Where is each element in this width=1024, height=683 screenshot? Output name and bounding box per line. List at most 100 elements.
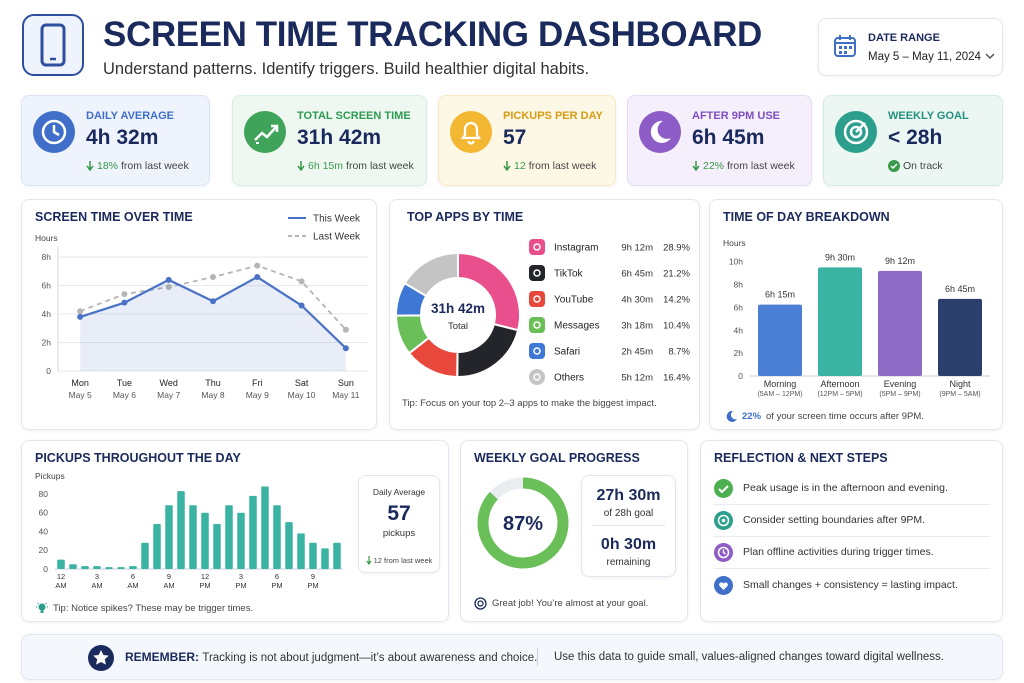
- y-tick-label: 20: [39, 545, 49, 555]
- progress-arc: [477, 477, 569, 569]
- page-subtitle: Understand patterns. Identify triggers. …: [103, 60, 590, 78]
- bar: [69, 564, 77, 569]
- kpi-status-text: On track: [903, 160, 943, 172]
- card-title: REFLECTION & NEXT STEPS: [714, 451, 888, 465]
- x-tick-label: 12 AM: [55, 572, 67, 590]
- value-label: 10.4%: [663, 321, 690, 332]
- card-title: WEEKLY GOAL PROGRESS: [474, 451, 640, 465]
- kpi-change: 22% from last week: [692, 160, 795, 172]
- bar: [225, 505, 233, 569]
- summary-change-text: 12 from last week: [373, 556, 433, 565]
- date-range-picker[interactable]: DATE RANGE May 5 – May 11, 2024: [818, 18, 1003, 76]
- calendar-icon: [834, 35, 856, 57]
- kpi-change-value: 12: [514, 160, 526, 172]
- y-tick-label: 0: [738, 371, 743, 381]
- star-icon: [88, 645, 114, 671]
- tip: Tip: Focus on your top 2–3 apps to make …: [402, 398, 657, 409]
- reflection-text: Plan offline activities during trigger t…: [743, 546, 934, 558]
- kpi-value: 31h 42m: [297, 126, 382, 149]
- legend-label: Safari: [554, 347, 580, 358]
- reflection-item: Small changes + consistency = lasting im…: [714, 569, 990, 601]
- value-label: 6h 15m: [765, 290, 795, 300]
- x-tick-label: Mon: [71, 378, 89, 388]
- bar: [285, 522, 293, 569]
- kpi-change-value: 18%: [97, 160, 119, 172]
- card-title: SCREEN TIME OVER TIME: [35, 210, 193, 224]
- bar: [273, 505, 281, 569]
- y-tick-label: 80: [39, 489, 49, 499]
- note: 22% of your screen time occurs after 9PM.: [726, 411, 924, 422]
- bar: [938, 298, 982, 376]
- point: [342, 345, 349, 352]
- legend-icon: [529, 369, 545, 385]
- point: [210, 274, 216, 281]
- bar: [153, 523, 161, 569]
- donut-slice: [403, 251, 459, 298]
- bar: [249, 495, 257, 569]
- moon-icon: [639, 111, 681, 153]
- legend-time: 9h 12m: [621, 243, 653, 254]
- kpi-label: AFTER 9PM USE: [692, 110, 781, 122]
- reflection-item: Consider setting boundaries after 9PM.: [714, 504, 990, 537]
- chart-canvas: 0 2h 4h 6h 8h Mon May 5 Tue May 6 Wed May 7 Thu May …: [42, 214, 368, 400]
- x-tick-label: Wed: [160, 378, 178, 388]
- chart-canvas: 0 2h 4h 6h 8h 10h 6h 15m 9h 30m 9h 12m 6h 45m: [729, 252, 990, 381]
- x-tick-sublabel: (9PM – 5AM): [939, 391, 981, 398]
- note-value: 22%: [742, 411, 762, 422]
- goal-remaining-note: remaining: [606, 557, 651, 568]
- legend-icon-glyph: [533, 321, 541, 329]
- bar: [129, 566, 137, 569]
- y-tick-label: 4h: [42, 309, 52, 319]
- legend-icon: [529, 343, 545, 359]
- time-of-day-card: TIME OF DAY BREAKDOWN Hours 22% of your s…: [709, 199, 1003, 430]
- legend-icon: [529, 265, 545, 281]
- point: [298, 278, 305, 285]
- legend-time: 5h 12m: [621, 373, 653, 384]
- y-tick-label: 8h: [42, 252, 52, 262]
- x-tick-label: 3 PM: [235, 572, 247, 590]
- kpi-card: PICKUPS PER DAY 57 12 from last week: [438, 95, 616, 186]
- x-tick-label: 6 AM: [127, 572, 139, 590]
- chart-icon: [244, 111, 286, 153]
- bar: [105, 567, 113, 569]
- x-tick-label: Sun: [338, 378, 354, 388]
- kpi-change-note: from last week: [528, 160, 597, 172]
- x-tick-sublabel: (12PM – 5PM): [817, 391, 863, 398]
- summary-box: Daily Average 57 pickups 12 from last we…: [358, 475, 440, 573]
- reflection-item: Peak usage is in the afternoon and eveni…: [714, 472, 990, 505]
- card-title: TIME OF DAY BREAKDOWN: [723, 210, 890, 224]
- y-tick-label: 4h: [734, 325, 744, 335]
- y-axis-label: Hours: [35, 233, 58, 243]
- tip-text: Tip: Notice spikes? These may be trigger…: [53, 602, 254, 614]
- x-tick-label: Fri: [252, 378, 262, 388]
- legend-icon-glyph: [533, 295, 541, 303]
- bar: [878, 270, 922, 376]
- chevron: [985, 53, 995, 60]
- legend-time: 3h 18m: [621, 321, 653, 332]
- kpi-status: On track: [888, 160, 943, 172]
- summary-value: 57: [387, 502, 411, 525]
- x-tick-label: 3 AM: [91, 572, 103, 590]
- kpi-value: 4h 32m: [86, 126, 159, 149]
- value-label: 28.9%: [663, 243, 690, 254]
- legend-label: Others: [554, 373, 584, 384]
- y-tick-label: 8h: [734, 280, 744, 290]
- kpi-label: WEEKLY GOAL: [888, 110, 969, 122]
- legend-icon-glyph: [533, 347, 541, 355]
- point: [77, 308, 84, 315]
- x-tick-sublabel: May 10: [288, 390, 316, 400]
- legend-icon-glyph: [533, 373, 541, 381]
- y-tick-label: 0: [46, 366, 51, 376]
- kpi-change-note: from last week: [121, 160, 189, 172]
- x-tick-sublabel: May 6: [113, 390, 136, 400]
- progress-label: 87%: [503, 513, 543, 535]
- date-range-label: DATE RANGE: [868, 32, 940, 44]
- chart-canvas: 87%: [477, 477, 569, 569]
- kpi-value: 6h 45m: [692, 126, 765, 149]
- bar: [141, 542, 149, 569]
- y-axis-label: Pickups: [35, 471, 65, 481]
- summary-label: Daily Average: [372, 487, 426, 497]
- goal-message: Great job! You’re almost at your goal.: [474, 597, 648, 610]
- y-tick-label: 6h: [42, 281, 52, 291]
- bar: [818, 267, 862, 376]
